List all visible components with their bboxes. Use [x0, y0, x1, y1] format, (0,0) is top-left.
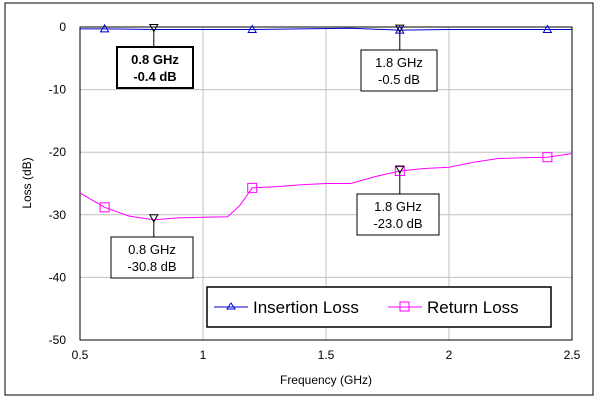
x-axis-label: Frequency (GHz) [280, 373, 372, 387]
chart-frame [4, 2, 594, 396]
insertion-loss-line [80, 27, 572, 31]
return-loss-marker [99, 202, 110, 213]
insertion-loss-marker [247, 24, 258, 34]
annotation-value: -23.0 dB [373, 216, 422, 231]
return-loss-marker [542, 152, 553, 163]
y-tick-label: 0 [59, 20, 66, 34]
y-tick-label: -30 [49, 208, 67, 222]
y-axis-label: Loss (dB) [20, 157, 34, 208]
annotation-frequency: 1.8 GHz [375, 55, 423, 70]
legend: Insertion Loss Return Loss [206, 286, 552, 328]
return-loss-marker [247, 182, 258, 193]
y-tick-label: -10 [49, 83, 67, 97]
legend-box [206, 286, 552, 328]
x-tick-label: 1.5 [318, 348, 335, 362]
annotation-frequency: 1.8 GHz [374, 199, 422, 214]
y-tick-label: -20 [49, 145, 67, 159]
annotations: 0.8 GHz -0.4 dB 1.8 GHz -0.5 dB 0.8 GHz -30.8… [110, 24, 440, 279]
return-loss-line [79, 153, 573, 221]
insertion-loss-marker [99, 23, 110, 33]
x-tick-label: 1 [200, 348, 207, 362]
annotation-box [110, 236, 194, 279]
annotation-value: -0.4 dB [133, 69, 176, 84]
plot-area [79, 26, 573, 341]
annotation-box [356, 193, 440, 236]
x-tick-label: 2.5 [564, 348, 581, 362]
legend-insertion-label: Insertion Loss [253, 298, 359, 317]
x-tick-labels: 0.5 1 1.5 2 2.5 [72, 348, 581, 362]
annotation-frequency: 0.8 GHz [128, 242, 176, 257]
legend-return-marker [399, 301, 410, 312]
legend-insertion-marker [226, 302, 236, 310]
annotation-frequency: 0.8 GHz [131, 52, 179, 67]
annotation-pointer [394, 24, 405, 34]
annotation-pointer [394, 165, 405, 174]
annotation-pointer [148, 24, 159, 33]
x-tick-label: 2 [446, 348, 453, 362]
legend-return-label: Return Loss [427, 298, 519, 317]
annotation-pointer [148, 214, 159, 223]
annotation-value: -30.8 dB [127, 259, 176, 274]
annotation-box [116, 46, 194, 89]
annotation-box [360, 49, 438, 92]
y-tick-label: -50 [49, 333, 67, 347]
y-tick-label: -40 [49, 270, 67, 284]
series-lines [79, 23, 573, 221]
x-tick-label: 0.5 [72, 348, 89, 362]
y-tick-labels: 0 -10 -20 -30 -40 -50 [49, 20, 67, 347]
insertion-loss-marker [542, 24, 553, 34]
annotation-value: -0.5 dB [378, 72, 420, 87]
